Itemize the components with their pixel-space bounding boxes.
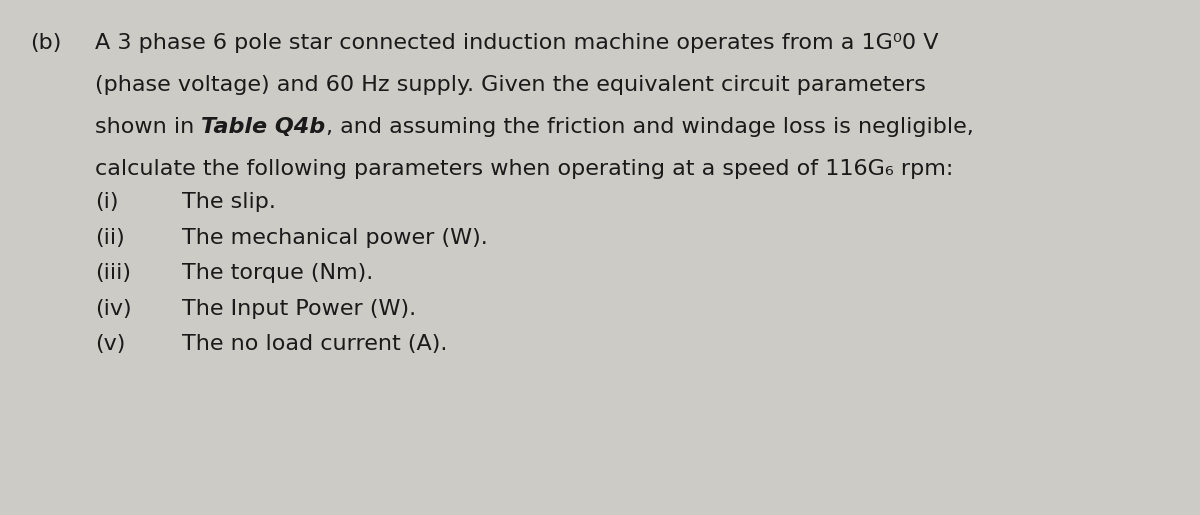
Text: The no load current (A).: The no load current (A). [182, 334, 448, 354]
Text: (iv): (iv) [95, 299, 132, 319]
Text: calculate the following parameters when operating at a speed of 116G₆ rpm:: calculate the following parameters when … [95, 159, 953, 179]
Text: (v): (v) [95, 334, 125, 354]
Text: shown in: shown in [95, 117, 202, 137]
Text: (b): (b) [30, 33, 61, 53]
Text: (iii): (iii) [95, 263, 131, 283]
Text: The slip.: The slip. [182, 192, 276, 212]
Text: The mechanical power (W).: The mechanical power (W). [182, 228, 487, 248]
Text: The torque (Nm).: The torque (Nm). [182, 263, 373, 283]
Text: The Input Power (W).: The Input Power (W). [182, 299, 416, 319]
Text: (phase voltage) and 60 Hz supply. Given the equivalent circuit parameters: (phase voltage) and 60 Hz supply. Given … [95, 75, 926, 95]
Text: Table Q4b: Table Q4b [202, 117, 325, 137]
Text: , and assuming the friction and windage loss is negligible,: , and assuming the friction and windage … [325, 117, 973, 137]
Text: (i): (i) [95, 192, 119, 212]
Text: A 3 phase 6 pole star connected induction machine operates from a 1G⁰0 V: A 3 phase 6 pole star connected inductio… [95, 33, 938, 53]
Text: (ii): (ii) [95, 228, 125, 248]
